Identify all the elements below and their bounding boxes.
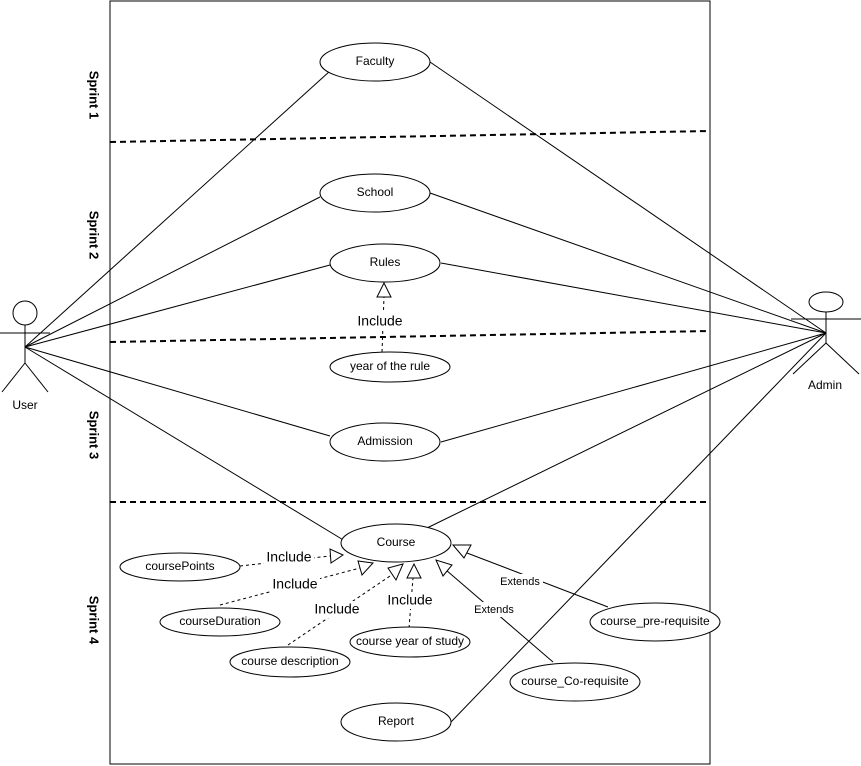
include-label-year: Include [387, 592, 432, 608]
assoc-admin-rules [440, 262, 827, 334]
use-case-course-duration[interactable]: courseDuration [159, 607, 281, 637]
assoc-admin-admission [440, 332, 827, 443]
svg-text:Rules: Rules [370, 255, 401, 269]
sprint-separator-1 [109, 130, 711, 143]
extend-arrowhead [451, 544, 472, 559]
include-arrowhead [376, 281, 392, 298]
include-arrowhead [357, 560, 375, 576]
extends-label-co: Extends [474, 604, 514, 616]
svg-text:coursePoints: coursePoints [145, 559, 214, 573]
svg-text:course_pre-requisite: course_pre-requisite [600, 614, 710, 628]
include-label-rules: Include [357, 313, 402, 329]
use-case-course-year-of-study[interactable]: course year of study [349, 626, 471, 658]
assoc-user-admission [24, 346, 331, 437]
sprint-separator-2 [109, 330, 711, 343]
svg-text:course_Co-requisite: course_Co-requisite [521, 674, 629, 688]
assoc-user-rules [24, 264, 331, 348]
include-course-points: Include [239, 548, 345, 567]
use-case-report[interactable]: Report [340, 702, 452, 742]
use-case-faculty[interactable]: Faculty [319, 42, 431, 82]
include-arrowhead [387, 563, 404, 582]
user-actor-label: User [12, 398, 37, 412]
assoc-admin-faculty [429, 61, 827, 334]
admin-actor-head [808, 291, 844, 313]
use-case-admission[interactable]: Admission [329, 422, 441, 462]
svg-text:course description: course description [241, 654, 338, 668]
include-course-year: Include [385, 562, 435, 629]
svg-text:course year of study: course year of study [356, 634, 464, 648]
include-label-points: Include [266, 549, 311, 565]
svg-text:courseDuration: courseDuration [179, 614, 260, 628]
user-actor[interactable]: User [0, 300, 50, 412]
assoc-user-school [24, 196, 321, 348]
admin-actor-label: Admin [808, 378, 842, 392]
include-course-duration: Include [219, 560, 375, 606]
user-actor-head [12, 300, 38, 326]
include-label-description: Include [314, 601, 359, 617]
use-case-year-of-rule[interactable]: year of the rule [329, 351, 451, 383]
use-case-course-co-requisite[interactable]: course_Co-requisite [509, 662, 641, 702]
include-year-of-rule: Include [355, 281, 405, 353]
sprint-1-label: Sprint 1 [87, 71, 102, 119]
include-arrowhead [329, 548, 345, 564]
use-case-rules[interactable]: Rules [329, 243, 441, 283]
assoc-admin-school [429, 192, 827, 334]
extend-co-requisite: Extends [435, 559, 554, 663]
include-label-duration: Include [272, 576, 317, 592]
use-case-course[interactable]: Course [340, 523, 452, 563]
assoc-user-faculty [24, 70, 331, 348]
svg-text:School: School [357, 185, 394, 199]
extend-pre-requisite: Extends [451, 544, 609, 608]
assoc-admin-course [426, 332, 827, 529]
sprint-3-label: Sprint 3 [87, 411, 102, 459]
extends-label-pre: Extends [500, 576, 540, 588]
use-case-course-points[interactable]: coursePoints [119, 552, 241, 582]
svg-text:Course: Course [377, 535, 416, 549]
assoc-admin-report [450, 332, 827, 723]
sprint-2-label: Sprint 2 [87, 211, 102, 259]
system-boundary [109, 0, 711, 765]
svg-text:Report: Report [378, 714, 415, 728]
use-case-school[interactable]: School [319, 173, 431, 213]
svg-text:Admission: Admission [357, 434, 412, 448]
admin-actor[interactable]: Admin [791, 291, 861, 392]
include-course-description: Include [287, 563, 404, 646]
use-case-course-description[interactable]: course description [229, 646, 351, 678]
extend-arrowhead [435, 559, 453, 577]
admin-associations [426, 61, 827, 723]
svg-text:Faculty: Faculty [356, 54, 395, 68]
include-arrowhead [406, 562, 422, 579]
user-associations [24, 70, 346, 542]
use-case-course-pre-requisite[interactable]: course_pre-requisite [589, 602, 721, 642]
svg-text:year of the rule: year of the rule [350, 359, 430, 373]
sprint-4-label: Sprint 4 [87, 596, 102, 645]
assoc-user-course [24, 346, 346, 542]
